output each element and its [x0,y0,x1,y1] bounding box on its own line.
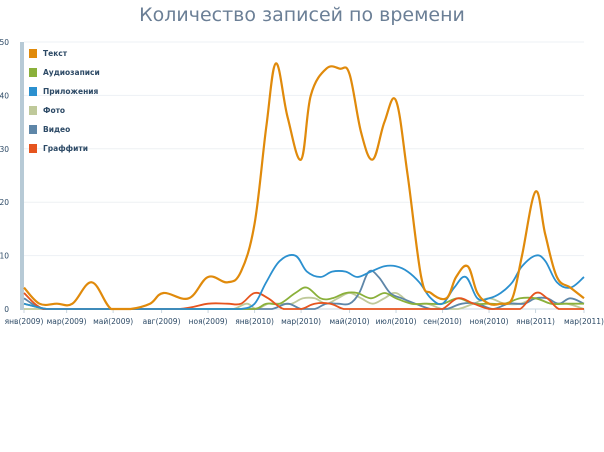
x-tick-label: янв(2009) [5,317,44,326]
series-line-граффити [23,291,584,310]
legend-label: Видео [43,125,70,134]
x-tick-label: май(2009) [93,317,133,326]
x-tick-label: янв(2010) [235,317,274,326]
legend-swatch [29,144,37,153]
chart-title: Количество записей по времени [139,4,465,26]
y-tick-label: 20 [0,198,9,207]
series-layer [23,62,585,311]
x-tick-label: май(2010) [329,317,369,326]
x-tick-label: июл(2010) [376,317,417,326]
series-line-текст [23,62,585,311]
x-tick-label: мар(2011) [564,317,604,326]
legend-label: Граффити [43,144,88,153]
legend-label: Приложения [43,87,99,96]
x-tick-label: мар(2009) [47,317,87,326]
legend-swatch [29,125,37,134]
x-tick-label: авг(2009) [143,317,181,326]
y-tick-label: 30 [0,145,9,154]
y-tick-layer: 0 10 20 30 40 50 [0,38,9,314]
legend-label: Текст [43,49,68,58]
x-tick-label: мар(2010) [281,317,321,326]
x-tick-label: ноя(2009) [189,317,228,326]
x-tick-label: янв(2011) [516,317,555,326]
y-tick-label: 0 [4,305,9,314]
legend-swatch [29,49,37,58]
y-tick-label: 10 [0,252,9,261]
x-tick-label: сен(2010) [423,317,462,326]
legend-swatch [29,106,37,115]
legend: Текст Аудиозаписи Приложения Фото Видео Графф… [29,49,100,153]
series-line-приложения [23,254,585,310]
y-tick-label: 50 [0,38,9,47]
legend-label: Фото [43,106,65,115]
legend-swatch [29,87,37,96]
legend-swatch [29,68,37,77]
legend-label: Аудиозаписи [43,68,100,77]
y-tick-label: 40 [0,91,9,100]
y-axis-bar [20,42,24,310]
x-tick-label: ноя(2010) [470,317,509,326]
x-tick-layer: янв(2009) мар(2009) май(2009) авг(2009) ноя(… [5,309,604,326]
